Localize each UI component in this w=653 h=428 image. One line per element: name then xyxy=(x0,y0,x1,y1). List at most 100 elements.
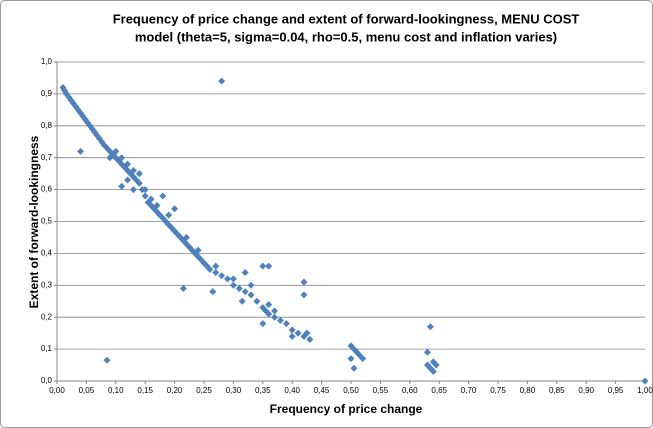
point xyxy=(124,176,132,184)
point xyxy=(129,186,137,194)
point xyxy=(103,356,111,364)
y-tick-label: 0,1 xyxy=(41,344,53,353)
point xyxy=(271,307,279,315)
point xyxy=(206,265,214,273)
point xyxy=(135,179,143,187)
point xyxy=(118,182,126,190)
point xyxy=(238,297,246,305)
point xyxy=(241,288,249,296)
point xyxy=(303,329,311,337)
point xyxy=(129,166,137,174)
point xyxy=(265,300,273,308)
point xyxy=(265,262,273,270)
y-tick-label: 0,6 xyxy=(41,185,53,194)
point xyxy=(259,262,267,270)
x-tick-label: 0,20 xyxy=(167,386,183,395)
x-tick-label: 0,50 xyxy=(343,386,359,395)
point xyxy=(265,310,273,318)
point xyxy=(147,195,155,203)
point xyxy=(212,262,220,270)
point xyxy=(141,192,149,200)
y-tick-label: 0,4 xyxy=(41,249,53,258)
point xyxy=(347,355,355,363)
point xyxy=(209,288,217,296)
point xyxy=(429,358,437,366)
point xyxy=(423,348,431,356)
x-tick-label: 0,10 xyxy=(108,386,124,395)
point xyxy=(241,269,249,277)
x-tick-label: 1,00 xyxy=(637,386,653,395)
point xyxy=(229,281,237,289)
point xyxy=(429,367,437,375)
x-tick-label: 0,35 xyxy=(255,386,271,395)
point xyxy=(212,269,220,277)
x-tick-label: 0,25 xyxy=(196,386,212,395)
x-tick-label: 0,75 xyxy=(490,386,506,395)
point xyxy=(77,147,85,155)
point xyxy=(159,192,167,200)
point xyxy=(218,272,226,280)
x-tick-label: 0,15 xyxy=(137,386,153,395)
point xyxy=(247,291,255,299)
point xyxy=(306,336,314,344)
x-tick-label: 0,65 xyxy=(431,386,447,395)
y-tick-label: 0,5 xyxy=(41,217,53,226)
point xyxy=(194,246,202,254)
x-tick-label: 0,30 xyxy=(226,386,242,395)
point xyxy=(165,211,173,219)
x-tick-label: 0,95 xyxy=(608,386,624,395)
y-tick-label: 0,9 xyxy=(41,89,53,98)
x-tick-label: 0,60 xyxy=(402,386,418,395)
point xyxy=(294,329,302,337)
x-tick-label: 0,85 xyxy=(549,386,565,395)
chart-title: model (theta=5, sigma=0.04, rho=0.5, men… xyxy=(135,29,557,44)
point xyxy=(247,281,255,289)
point xyxy=(300,291,308,299)
y-tick-label: 0,3 xyxy=(41,280,53,289)
y-tick-label: 0,0 xyxy=(41,376,53,385)
x-tick-label: 0,00 xyxy=(49,386,65,395)
point xyxy=(276,316,284,324)
point xyxy=(141,186,149,194)
point xyxy=(218,77,226,85)
x-tick-label: 0,70 xyxy=(461,386,477,395)
point xyxy=(124,160,132,168)
point xyxy=(426,323,434,331)
point xyxy=(179,284,187,292)
x-tick-label: 0,55 xyxy=(373,386,389,395)
point xyxy=(106,154,114,162)
y-tick-label: 0,7 xyxy=(41,153,53,162)
point xyxy=(171,205,179,213)
point xyxy=(350,364,358,372)
point xyxy=(153,202,161,210)
point xyxy=(288,332,296,340)
point xyxy=(182,233,190,241)
point xyxy=(271,313,279,321)
point xyxy=(253,297,261,305)
point xyxy=(112,147,120,155)
point xyxy=(300,278,308,286)
point xyxy=(135,170,143,178)
point xyxy=(229,275,237,283)
point xyxy=(235,284,243,292)
x-tick-label: 0,90 xyxy=(578,386,594,395)
x-tick-label: 0,80 xyxy=(520,386,536,395)
point xyxy=(288,326,296,334)
chart-title: Frequency of price change and extent of … xyxy=(113,11,580,26)
y-tick-label: 0,2 xyxy=(41,312,53,321)
y-axis-title: Extent of forward-lookingness xyxy=(27,135,41,308)
x-axis-title: Frequency of price change xyxy=(270,402,423,416)
y-tick-label: 0,8 xyxy=(41,121,53,130)
point xyxy=(359,355,367,363)
point xyxy=(282,320,290,328)
x-tick-label: 0,05 xyxy=(79,386,95,395)
y-tick-label: 1,0 xyxy=(41,57,53,66)
x-tick-label: 0,40 xyxy=(284,386,300,395)
point xyxy=(224,275,232,283)
point xyxy=(641,377,649,385)
point xyxy=(259,320,267,328)
point xyxy=(118,154,126,162)
x-tick-label: 0,45 xyxy=(314,386,330,395)
